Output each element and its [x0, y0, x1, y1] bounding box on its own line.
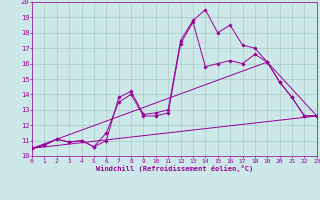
- X-axis label: Windchill (Refroidissement éolien,°C): Windchill (Refroidissement éolien,°C): [96, 165, 253, 172]
